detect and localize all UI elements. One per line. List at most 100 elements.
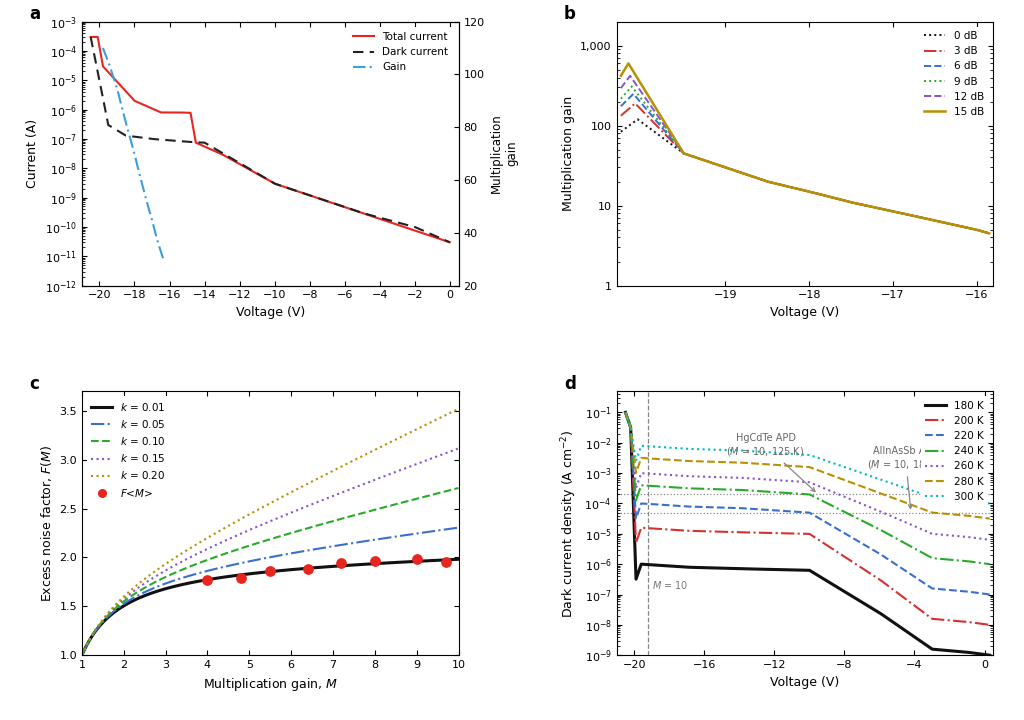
- $k$ = 0.05: [373, 535, 385, 544]
- Legend: $k$ = 0.01, $k$ = 0.05, $k$ = 0.10, $k$ = 0.15, $k$ = 0.20, $F$<$M$>: $k$ = 0.01, $k$ = 0.05, $k$ = 0.10, $k$ …: [87, 397, 170, 503]
- 6 dB: [972, 226, 984, 235]
- 9 dB: [784, 183, 797, 192]
- 6 dB: [784, 183, 797, 192]
- 15 dB: [784, 183, 797, 192]
- Line: 9 dB: 9 dB: [621, 86, 989, 233]
- 280 K: [620, 408, 632, 417]
- 220 K: [984, 590, 996, 599]
- 9 dB: [626, 82, 638, 91]
- 280 K: [977, 513, 989, 522]
- $k$ = 0.05: [441, 525, 454, 534]
- $k$ = 0.20: [249, 507, 261, 516]
- 280 K: [775, 461, 787, 469]
- 0 dB: [972, 226, 984, 235]
- 6 dB: [614, 102, 627, 111]
- $k$ = 0.05: [453, 523, 465, 532]
- X-axis label: Voltage (V): Voltage (V): [236, 306, 305, 319]
- Text: d: d: [564, 374, 575, 392]
- Line: $k$ = 0.15: $k$ = 0.15: [82, 449, 459, 655]
- Line: $k$ = 0.01: $k$ = 0.01: [82, 559, 459, 655]
- 0 dB: [634, 117, 646, 125]
- 180 K: [660, 562, 673, 570]
- 260 K: [620, 408, 632, 417]
- 260 K: [775, 476, 787, 485]
- Line: $k$ = 0.20: $k$ = 0.20: [82, 409, 459, 655]
- $k$ = 0.10: [453, 484, 465, 492]
- 280 K: [660, 455, 673, 464]
- $k$ = 0.10: [95, 618, 108, 627]
- 9 dB: [983, 229, 995, 238]
- 15 dB: [794, 185, 806, 194]
- $k$ = 0.01: [441, 555, 454, 564]
- Text: c: c: [30, 374, 39, 392]
- 200 K: [759, 528, 771, 537]
- Line: 260 K: 260 K: [626, 413, 990, 540]
- 240 K: [682, 484, 694, 492]
- $F$<$M$>: [232, 572, 249, 584]
- $k$ = 0.15: [373, 474, 385, 482]
- 3 dB: [784, 183, 797, 192]
- $k$ = 0.15: [441, 449, 454, 457]
- 280 K: [759, 460, 771, 469]
- 12 dB: [905, 211, 918, 220]
- 3 dB: [634, 104, 646, 112]
- 240 K: [977, 559, 989, 567]
- 12 dB: [973, 226, 985, 235]
- 240 K: [759, 487, 771, 496]
- 260 K: [660, 470, 673, 479]
- 180 K: [984, 651, 996, 660]
- 6 dB: [634, 97, 646, 106]
- Y-axis label: Dark current density (A cm$^{-2}$): Dark current density (A cm$^{-2}$): [559, 429, 579, 618]
- $k$ = 0.01: [373, 559, 385, 568]
- $k$ = 0.10: [441, 487, 454, 495]
- 0 dB: [632, 115, 644, 124]
- Text: AlInAsSb APD
($M$ = 10, 180 K): AlInAsSb APD ($M$ = 10, 180 K): [866, 446, 945, 508]
- Y-axis label: Multiplication
gain: Multiplication gain: [490, 114, 518, 194]
- 9 dB: [794, 185, 806, 194]
- 220 K: [759, 505, 771, 514]
- 15 dB: [983, 229, 995, 238]
- $F$<$M$>: [262, 565, 279, 577]
- 180 K: [759, 565, 771, 574]
- 200 K: [620, 408, 632, 417]
- Legend: 180 K, 200 K, 220 K, 240 K, 260 K, 280 K, 300 K: 180 K, 200 K, 220 K, 240 K, 260 K, 280 K…: [921, 397, 988, 506]
- Line: 180 K: 180 K: [626, 413, 990, 655]
- Line: $k$ = 0.05: $k$ = 0.05: [82, 528, 459, 655]
- Text: a: a: [30, 5, 40, 23]
- 300 K: [682, 444, 694, 453]
- $k$ = 0.01: [259, 568, 271, 577]
- 240 K: [620, 408, 632, 417]
- 300 K: [775, 449, 787, 457]
- 240 K: [775, 488, 787, 497]
- $k$ = 0.05: [441, 525, 454, 534]
- $k$ = 0.20: [76, 651, 88, 660]
- 6 dB: [628, 89, 640, 98]
- 220 K: [775, 506, 787, 515]
- 15 dB: [614, 71, 627, 80]
- 0 dB: [983, 229, 995, 238]
- Y-axis label: Multiplication gain: Multiplication gain: [562, 96, 574, 211]
- 300 K: [759, 448, 771, 456]
- 220 K: [660, 501, 673, 510]
- 3 dB: [905, 211, 918, 220]
- $F$<$M$>: [409, 554, 425, 565]
- $k$ = 0.01: [95, 620, 108, 629]
- $k$ = 0.15: [441, 448, 454, 456]
- Line: 200 K: 200 K: [626, 413, 990, 625]
- 200 K: [977, 620, 989, 629]
- $k$ = 0.01: [249, 569, 261, 577]
- 12 dB: [983, 229, 995, 238]
- 9 dB: [614, 94, 627, 103]
- 15 dB: [634, 78, 646, 86]
- $k$ = 0.15: [249, 523, 261, 532]
- Y-axis label: Current (A): Current (A): [27, 119, 39, 188]
- 3 dB: [973, 226, 985, 235]
- 3 dB: [794, 185, 806, 194]
- 200 K: [660, 525, 673, 534]
- Line: 300 K: 300 K: [626, 413, 990, 503]
- Line: 220 K: 220 K: [626, 413, 990, 595]
- 9 dB: [905, 211, 918, 220]
- 300 K: [660, 444, 673, 452]
- 12 dB: [624, 71, 636, 80]
- Legend: 0 dB, 3 dB, 6 dB, 9 dB, 12 dB, 15 dB: 0 dB, 3 dB, 6 dB, 9 dB, 12 dB, 15 dB: [921, 27, 988, 121]
